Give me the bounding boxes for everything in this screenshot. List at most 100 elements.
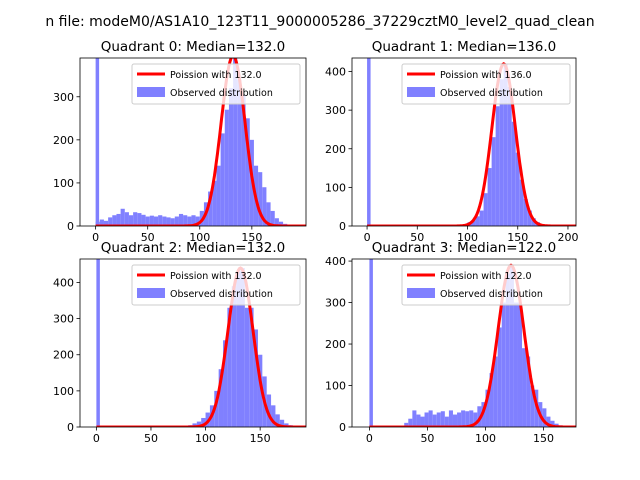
quadrant-panel-0: Quadrant 0: Median=132.0 0 50 100 150 0 100 200… [53, 39, 307, 244]
histogram-bar [158, 215, 163, 226]
histogram-bar [542, 408, 547, 427]
histogram-bar [527, 210, 532, 226]
histogram-bar [240, 268, 245, 427]
histogram-bar [237, 79, 242, 226]
x-tick-label: 0 [366, 432, 373, 445]
histogram-bar [511, 121, 516, 226]
histogram-bar [428, 410, 433, 427]
histogram-bar [412, 410, 417, 427]
plot-area [367, 58, 576, 226]
y-tick-label: 0 [339, 421, 346, 434]
histogram-bar [192, 423, 197, 427]
histogram-bar [469, 410, 474, 427]
zero-spike-bar [369, 259, 373, 427]
histogram-bar [457, 412, 462, 427]
histogram-bar [471, 220, 476, 226]
histogram-bar [530, 385, 535, 427]
y-tick-label: 100 [325, 380, 346, 393]
histogram-bar [108, 217, 113, 226]
legend-observed-label: Observed distribution [170, 88, 273, 99]
y-tick-label: 400 [53, 276, 74, 289]
histogram-bar [191, 215, 196, 226]
axes-frame [351, 258, 577, 428]
x-tick-label: 50 [410, 231, 424, 244]
histogram-bar [416, 414, 421, 427]
histogram-bar [491, 137, 496, 226]
histogram-bar [223, 340, 228, 427]
y-tick-label: 400 [325, 255, 346, 268]
histogram-bar [461, 410, 466, 427]
y-tick-label: 300 [53, 91, 74, 104]
histogram-bar [201, 417, 206, 427]
histogram-bar [274, 218, 279, 226]
histogram-bar [495, 106, 500, 226]
histogram-bar [216, 165, 221, 226]
y-tick-label: 200 [325, 338, 346, 351]
histogram-bar [275, 414, 280, 427]
histogram-bar [523, 198, 528, 226]
histogram-bar [249, 307, 254, 427]
histogram-bar [503, 63, 508, 226]
histogram-bar [507, 86, 512, 226]
x-tick-label: 150 [250, 432, 271, 445]
legend-box [401, 264, 571, 306]
histogram-bar [166, 217, 171, 226]
histogram-bar [120, 208, 125, 226]
histogram-bar [196, 421, 202, 427]
histogram-bar [212, 180, 217, 226]
histogram-bar [483, 193, 488, 226]
axes-frame [79, 258, 307, 428]
quadrant-panel-3: Quadrant 3: Median=122.0 0 50 100 150 0 100 200… [325, 240, 577, 445]
histogram-bar [137, 213, 142, 226]
histogram-bar [228, 88, 234, 226]
histogram-bar [153, 216, 159, 226]
histogram-bar [487, 168, 492, 226]
legend-poisson-label: Poission with 132.0 [170, 70, 262, 81]
histogram-bar [241, 94, 246, 226]
histogram-bar [178, 213, 184, 226]
legend-observed-swatch [407, 288, 435, 298]
y-tick-label: 0 [67, 421, 74, 434]
histogram-bar [452, 414, 458, 427]
histogram-bar [162, 216, 167, 226]
x-tick-label: 0 [364, 231, 371, 244]
x-tick-label: 0 [92, 231, 99, 244]
histogram-bar [475, 216, 480, 226]
suptitle: n file: modeM0/AS1A10_123T11_9000005286_… [45, 14, 594, 30]
histogram-bar [546, 416, 551, 427]
x-tick-label: 100 [195, 432, 216, 445]
histogram-bar [473, 412, 478, 427]
histogram-bar [187, 216, 192, 226]
x-tick-label: 100 [457, 231, 478, 244]
x-tick-label: 150 [241, 231, 262, 244]
histogram-bar [284, 423, 289, 427]
x-tick-label: 200 [557, 231, 578, 244]
histogram-bar [149, 215, 154, 226]
legend: Poission with 132.0 Observed distribution [131, 63, 301, 105]
y-tick-label: 100 [53, 177, 74, 190]
legend-observed-swatch [137, 87, 165, 97]
quadrant-panel-1: Quadrant 1: Median=136.0 0 50 100 150 200 0 100… [325, 39, 578, 244]
x-tick-label: 150 [507, 231, 528, 244]
histogram-bar [436, 412, 441, 427]
x-tick-label: 50 [141, 231, 155, 244]
legend-box [131, 63, 301, 105]
histogram-bar [493, 356, 498, 427]
histogram-bar [99, 219, 104, 226]
legend-observed-swatch [137, 288, 165, 298]
panel-title: Quadrant 2: Median=132.0 [101, 240, 285, 256]
histogram-bar [170, 218, 175, 226]
histogram-bar [440, 411, 445, 427]
legend-observed-label: Observed distribution [440, 289, 543, 300]
legend-box [401, 63, 571, 105]
y-tick-label: 200 [53, 134, 74, 147]
histogram-bar [420, 416, 425, 427]
histogram-bar [208, 191, 213, 226]
histogram-bar [501, 302, 506, 427]
histogram-bar [227, 307, 232, 427]
histogram-bar [133, 212, 138, 226]
legend-poisson-label: Poission with 136.0 [440, 70, 532, 81]
histogram-bar [214, 390, 219, 427]
histogram-bar [270, 210, 275, 226]
histogram-bar [231, 286, 237, 427]
